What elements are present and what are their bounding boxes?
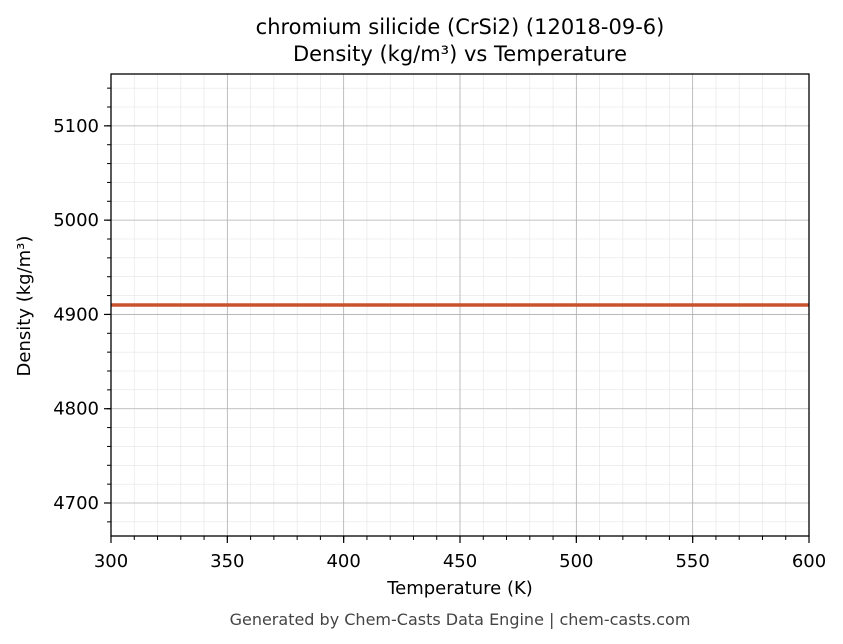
x-tick-label: 450 xyxy=(443,551,477,572)
y-tick-label: 4700 xyxy=(53,493,99,514)
x-tick-label: 300 xyxy=(94,551,128,572)
x-tick-label: 400 xyxy=(326,551,360,572)
y-tick-label: 4900 xyxy=(53,304,99,325)
x-axis-label: Temperature (K) xyxy=(386,578,533,599)
tick-labels: 300 350 400 450 500 550 600 4700 4800 4900 5000 510… xyxy=(53,116,826,572)
chart-title-line2: Density (kg/m³) vs Temperature xyxy=(293,42,627,66)
y-axis-label: Density (kg/m³) xyxy=(14,236,35,377)
axis-ticks xyxy=(104,87,810,543)
x-tick-label: 600 xyxy=(792,551,826,572)
y-tick-label: 5000 xyxy=(53,210,99,231)
y-tick-label: 4800 xyxy=(53,399,99,420)
footer-credit: Generated by Chem-Casts Data Engine | ch… xyxy=(230,610,691,629)
x-tick-label: 550 xyxy=(675,551,709,572)
x-tick-label: 350 xyxy=(210,551,244,572)
y-tick-label: 5100 xyxy=(53,116,99,137)
chart-title-line1: chromium silicide (CrSi2) (12018-09-6) xyxy=(256,15,665,39)
x-tick-label: 500 xyxy=(559,551,593,572)
